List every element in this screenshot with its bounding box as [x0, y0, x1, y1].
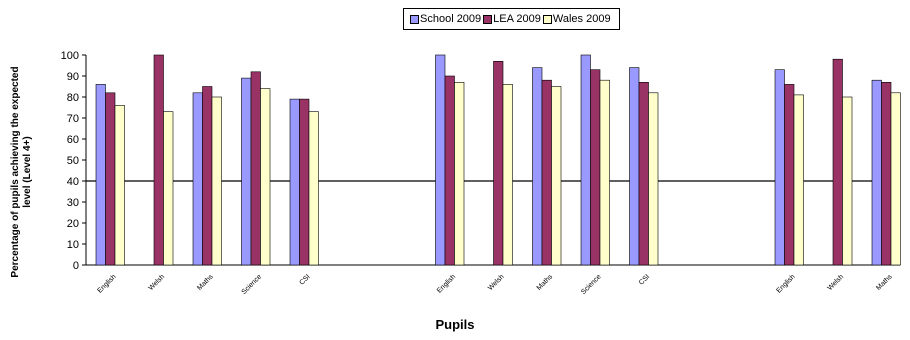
bar-wales-2009 [842, 96, 853, 266]
bar-lea-2009 [832, 58, 843, 266]
x-tick-label: CSI [638, 273, 651, 286]
bar-wales-2009 [890, 92, 901, 266]
bar-wales-2009 [114, 105, 125, 266]
bar-wales-2009 [308, 111, 319, 266]
bar-school-2009 [289, 98, 300, 266]
y-tick-label: 20 [67, 218, 79, 230]
bar-lea-2009 [541, 79, 552, 266]
y-tick-label: 30 [67, 197, 79, 209]
bar-school-2009 [532, 67, 543, 266]
y-tick-label: 0 [73, 260, 79, 272]
x-tick-label: English [775, 273, 796, 294]
y-tick-label: 10 [67, 239, 79, 251]
y-tick-label: 100 [61, 50, 79, 62]
bar-lea-2009 [299, 98, 310, 266]
x-tick-label: Maths [196, 273, 215, 292]
bar-lea-2009 [881, 82, 892, 266]
bar-school-2009 [580, 54, 591, 266]
bar-wales-2009 [502, 84, 513, 266]
y-tick-label: 50 [67, 155, 79, 167]
bar-wales-2009 [648, 92, 659, 266]
x-tick-label: English [96, 273, 117, 294]
y-tick-label: 70 [67, 113, 79, 125]
bar-lea-2009 [493, 60, 504, 266]
bar-wales-2009 [260, 88, 271, 266]
x-tick-label: Maths [875, 273, 894, 292]
bar-wales-2009 [793, 94, 804, 266]
bar-school-2009 [435, 54, 446, 266]
legend-item-lea: LEA 2009 [483, 13, 541, 25]
legend: School 2009 LEA 2009 Wales 2009 [403, 8, 620, 30]
y-tick-label: 80 [67, 92, 79, 104]
x-tick-label: Welsh [827, 273, 846, 292]
legend-swatch-school [410, 14, 419, 24]
y-axis-label: Percentage of pupils achieving the expec… [10, 66, 33, 278]
x-tick-label: Science [580, 273, 603, 296]
bar-lea-2009 [202, 86, 213, 266]
bar-lea-2009 [444, 75, 455, 266]
bar-wales-2009 [211, 96, 222, 266]
y-tick-label: 60 [67, 134, 79, 146]
legend-item-wales: Wales 2009 [542, 13, 611, 25]
bar-school-2009 [871, 79, 882, 266]
x-tick-label: CSI [298, 273, 311, 286]
x-tick-label: Maths [536, 273, 555, 292]
bar-school-2009 [774, 69, 785, 266]
bar-lea-2009 [105, 92, 116, 266]
bar-lea-2009 [153, 54, 164, 266]
x-tick-label: Science [241, 273, 264, 296]
legend-label-lea: LEA 2009 [493, 13, 541, 25]
bar-wales-2009 [163, 111, 174, 266]
bar-lea-2009 [590, 69, 601, 266]
bar-lea-2009 [250, 71, 261, 266]
y-tick-label: 90 [67, 71, 79, 83]
legend-label-school: School 2009 [420, 13, 482, 25]
bar-lea-2009 [638, 82, 649, 266]
x-tick-label: Welsh [148, 273, 167, 292]
bar-wales-2009 [551, 86, 562, 266]
x-tick-label: Welsh [487, 273, 506, 292]
x-tick-label: English [436, 273, 457, 294]
bar-wales-2009 [599, 79, 610, 266]
bar-school-2009 [629, 67, 640, 266]
bar-school-2009 [95, 84, 106, 266]
legend-label-wales: Wales 2009 [552, 13, 611, 25]
y-tick-label: 40 [67, 176, 79, 188]
legend-swatch-wales [542, 14, 552, 24]
bar-wales-2009 [454, 82, 465, 266]
bar-lea-2009 [784, 84, 795, 266]
legend-item-school: School 2009 [410, 13, 481, 25]
legend-swatch-lea [483, 14, 493, 24]
bar-school-2009 [241, 77, 252, 266]
bar-school-2009 [192, 92, 203, 266]
x-axis-label: Pupils [435, 317, 475, 332]
